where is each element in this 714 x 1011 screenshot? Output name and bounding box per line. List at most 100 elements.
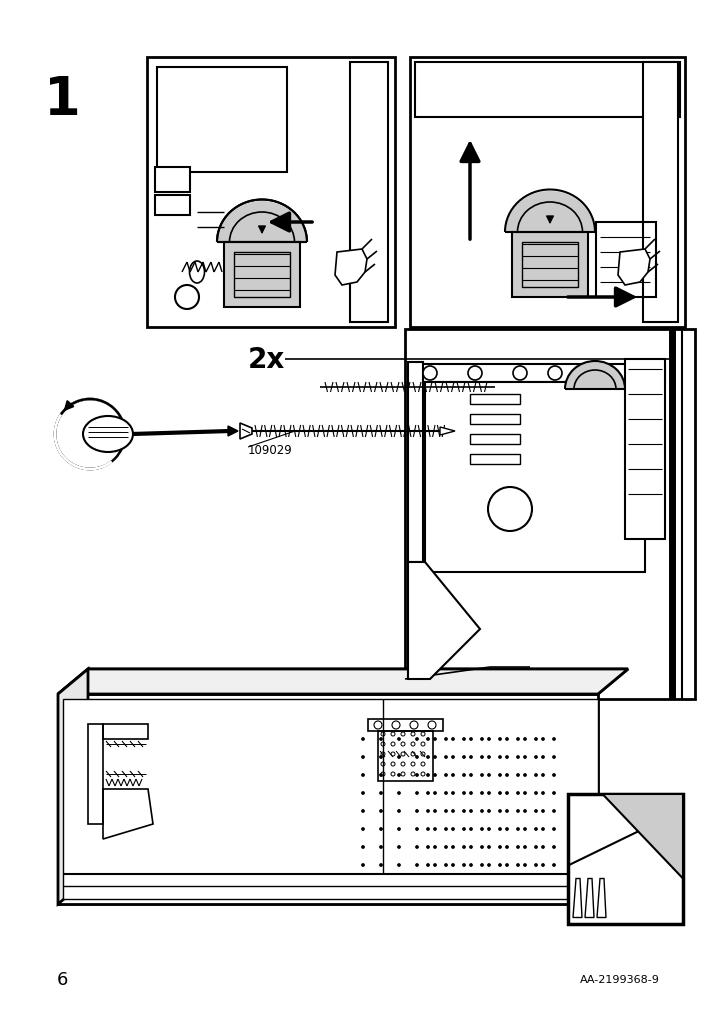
Circle shape: [523, 792, 526, 795]
Circle shape: [523, 738, 526, 741]
Polygon shape: [573, 879, 582, 918]
Bar: [410, 365, 665, 382]
Circle shape: [506, 828, 508, 831]
Circle shape: [426, 773, 430, 776]
Circle shape: [445, 756, 448, 758]
Bar: [415, 63, 680, 118]
Circle shape: [423, 367, 437, 380]
Circle shape: [451, 863, 455, 866]
Circle shape: [361, 738, 365, 741]
Bar: [63, 700, 598, 899]
Circle shape: [506, 845, 508, 848]
Circle shape: [426, 828, 430, 831]
Bar: [408, 363, 423, 562]
Circle shape: [416, 810, 418, 813]
Circle shape: [426, 863, 430, 866]
Text: 0: 0: [411, 623, 419, 636]
Bar: [234, 253, 290, 297]
Circle shape: [380, 828, 383, 831]
Circle shape: [416, 828, 418, 831]
Circle shape: [416, 773, 418, 776]
Circle shape: [361, 863, 365, 866]
Bar: [405, 330, 695, 700]
Bar: [470, 455, 520, 464]
Circle shape: [380, 756, 383, 758]
Circle shape: [481, 845, 483, 848]
Circle shape: [398, 738, 401, 741]
Circle shape: [468, 367, 482, 380]
Circle shape: [535, 845, 538, 848]
Circle shape: [433, 863, 436, 866]
Circle shape: [516, 773, 520, 776]
Circle shape: [416, 863, 418, 866]
Bar: [350, 63, 388, 323]
Circle shape: [506, 863, 508, 866]
Circle shape: [541, 738, 545, 741]
Circle shape: [470, 810, 473, 813]
Polygon shape: [218, 202, 306, 243]
Text: 2x: 2x: [248, 346, 286, 374]
Circle shape: [516, 738, 520, 741]
Circle shape: [481, 863, 483, 866]
Circle shape: [548, 367, 562, 380]
Circle shape: [506, 738, 508, 741]
Circle shape: [513, 367, 527, 380]
Circle shape: [463, 845, 466, 848]
Circle shape: [416, 845, 418, 848]
Circle shape: [470, 738, 473, 741]
Circle shape: [498, 792, 501, 795]
Polygon shape: [240, 424, 252, 440]
Circle shape: [398, 845, 401, 848]
Circle shape: [553, 828, 555, 831]
Polygon shape: [597, 879, 606, 918]
Circle shape: [451, 773, 455, 776]
Polygon shape: [335, 250, 367, 286]
Circle shape: [433, 773, 436, 776]
Circle shape: [416, 792, 418, 795]
Circle shape: [463, 828, 466, 831]
Circle shape: [451, 738, 455, 741]
Bar: [410, 58, 685, 328]
Circle shape: [488, 810, 491, 813]
Circle shape: [488, 845, 491, 848]
Bar: [470, 415, 520, 425]
Circle shape: [398, 792, 401, 795]
Text: 1: 1: [44, 74, 81, 126]
Bar: [157, 68, 287, 173]
Circle shape: [553, 738, 555, 741]
Circle shape: [488, 863, 491, 866]
Circle shape: [516, 828, 520, 831]
Circle shape: [361, 828, 365, 831]
Circle shape: [481, 738, 483, 741]
Circle shape: [380, 792, 383, 795]
Circle shape: [361, 845, 365, 848]
Ellipse shape: [83, 417, 133, 453]
Bar: [625, 360, 665, 540]
Circle shape: [433, 828, 436, 831]
Circle shape: [523, 863, 526, 866]
Circle shape: [361, 810, 365, 813]
Circle shape: [380, 810, 383, 813]
Circle shape: [470, 845, 473, 848]
Bar: [58, 695, 598, 904]
Bar: [224, 243, 300, 307]
Circle shape: [380, 845, 383, 848]
Circle shape: [541, 810, 545, 813]
Circle shape: [445, 845, 448, 848]
Circle shape: [541, 756, 545, 758]
Circle shape: [426, 756, 430, 758]
Polygon shape: [618, 250, 650, 286]
Circle shape: [516, 792, 520, 795]
Circle shape: [470, 828, 473, 831]
Circle shape: [433, 756, 436, 758]
Circle shape: [535, 863, 538, 866]
Bar: [155, 168, 190, 193]
Bar: [103, 724, 148, 739]
Circle shape: [445, 792, 448, 795]
Circle shape: [481, 828, 483, 831]
Circle shape: [516, 845, 520, 848]
Circle shape: [361, 773, 365, 776]
Circle shape: [488, 738, 491, 741]
Polygon shape: [408, 562, 480, 679]
Polygon shape: [58, 880, 628, 904]
